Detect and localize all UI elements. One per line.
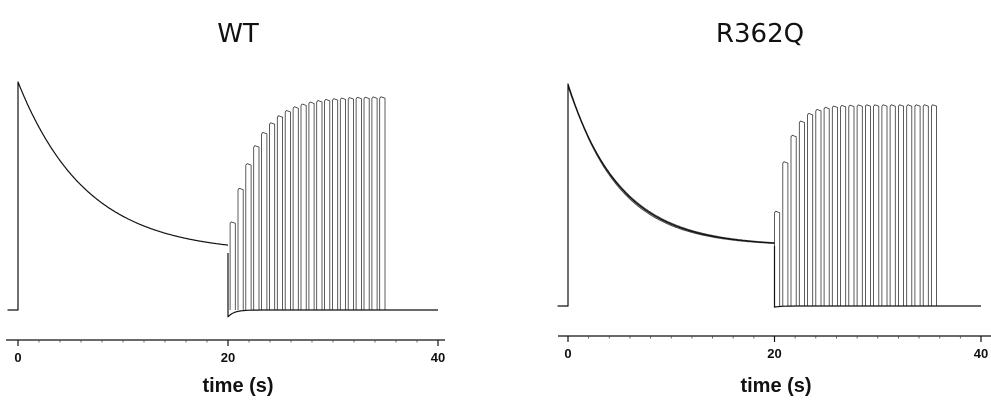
x-tick-label: 40 <box>431 350 445 365</box>
x-tick-label: 20 <box>221 350 235 365</box>
pulse-sweep <box>914 104 921 306</box>
decay-trace <box>7 81 229 311</box>
chart-panel-r362q: R362Q time (s) 0 20 40 <box>557 19 991 397</box>
pulse-sweep <box>363 96 370 310</box>
pulse-sweep <box>798 120 805 306</box>
pulse-sweep <box>922 104 929 306</box>
pulse-sweep <box>324 99 331 310</box>
x-axis-label: time (s) <box>740 375 811 397</box>
decay-trace <box>557 85 775 307</box>
pulse-sweep <box>815 109 822 306</box>
pulse-sweep <box>276 115 283 310</box>
pulse-sweep <box>229 221 236 310</box>
pulse-sweep <box>889 104 896 306</box>
x-tick-label: 0 <box>564 346 571 361</box>
pulse-sweep <box>253 145 260 310</box>
chart-title: WT <box>217 19 259 49</box>
baseline-trace <box>227 253 438 318</box>
chart-title: R362Q <box>716 19 804 49</box>
pulse-sweep <box>790 134 797 306</box>
pulse-sweep <box>831 105 838 306</box>
decay-trace <box>557 83 775 307</box>
pulse-sweep <box>355 96 362 310</box>
chart-panel-wt: WT time (s) 0 20 40 <box>6 19 445 397</box>
pulse-sweep <box>332 98 339 310</box>
pulse-sweep <box>316 100 323 310</box>
pulse-sweep <box>339 97 346 310</box>
pulse-sweep <box>261 132 268 310</box>
x-axis-label: time (s) <box>202 375 273 397</box>
x-tick-label: 40 <box>974 346 988 361</box>
pulse-sweep <box>300 103 307 310</box>
pulse-sweep <box>284 110 291 310</box>
pulse-sweep <box>308 101 315 310</box>
pulse-sweep <box>371 96 378 310</box>
pulse-sweep <box>774 210 781 306</box>
baseline-trace <box>773 246 981 308</box>
pulse-sweep <box>823 106 830 306</box>
decay-trace <box>557 83 775 307</box>
pulse-sweep <box>931 104 937 306</box>
pulse-sweep <box>906 104 913 306</box>
pulse-sweep <box>865 104 871 306</box>
pulse-sweep <box>782 161 789 306</box>
pulse-sweep <box>347 97 354 310</box>
pulse-sweep <box>269 122 276 310</box>
pulse-sweep <box>848 104 855 306</box>
pulse-sweep <box>807 113 814 306</box>
pulse-sweep <box>881 104 888 306</box>
pulse-sweep <box>840 105 847 306</box>
x-tick-label: 0 <box>14 350 21 365</box>
pulse-sweep <box>245 163 252 310</box>
pulse-sweep <box>292 106 299 310</box>
x-tick-label: 20 <box>767 346 781 361</box>
pulse-sweep <box>873 104 880 306</box>
pulse-sweep <box>379 96 386 310</box>
pulse-sweep <box>856 104 863 306</box>
pulse-sweep <box>237 187 244 310</box>
pulse-sweep <box>898 104 904 306</box>
